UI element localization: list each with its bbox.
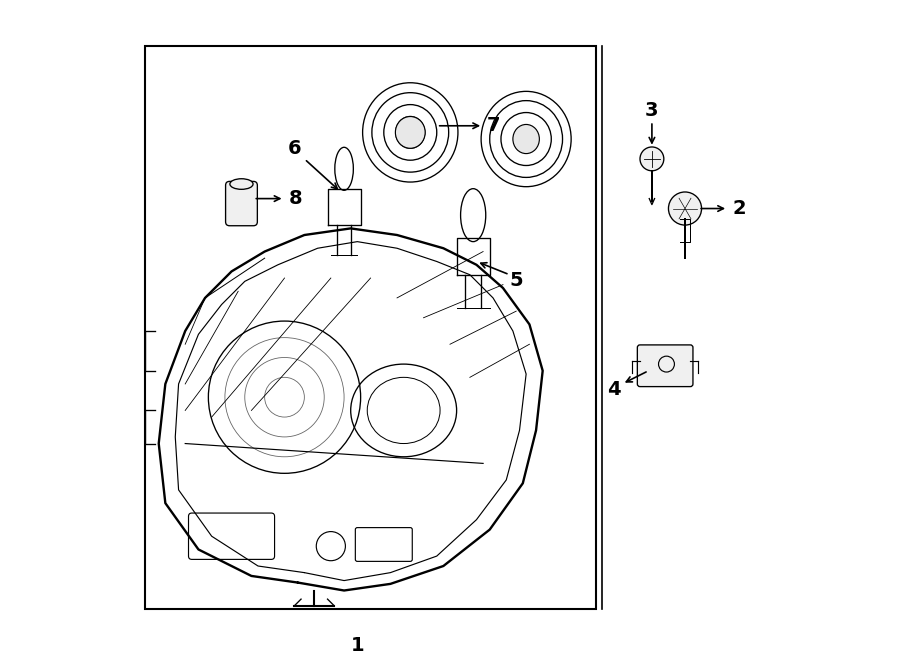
Text: 5: 5 (509, 271, 523, 289)
FancyBboxPatch shape (637, 345, 693, 387)
FancyBboxPatch shape (226, 181, 257, 226)
Ellipse shape (395, 117, 425, 148)
Text: 6: 6 (288, 140, 302, 158)
Bar (146, 46, 596, 609)
Ellipse shape (513, 124, 539, 154)
Text: 8: 8 (289, 189, 302, 208)
Text: 7: 7 (486, 117, 500, 135)
Circle shape (669, 192, 702, 225)
Text: 2: 2 (733, 199, 746, 218)
Ellipse shape (230, 179, 253, 189)
Text: 3: 3 (645, 101, 659, 120)
Text: 4: 4 (607, 380, 620, 399)
Text: 1: 1 (350, 636, 365, 655)
Circle shape (640, 147, 664, 171)
